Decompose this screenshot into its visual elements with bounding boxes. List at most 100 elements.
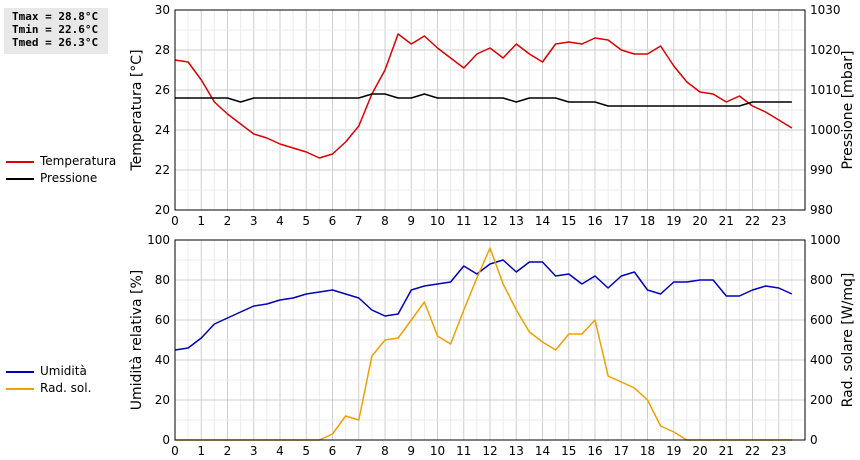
y-tick-label-left: 24 bbox=[155, 123, 170, 137]
x-tick-label: 12 bbox=[482, 214, 497, 228]
y-tick-label-right: 800 bbox=[810, 273, 833, 287]
legend-label-temperatura: Temperatura bbox=[40, 154, 117, 168]
x-tick-label: 2 bbox=[224, 214, 232, 228]
legend-swatch-umidita bbox=[6, 371, 34, 373]
x-tick-label: 19 bbox=[666, 214, 681, 228]
x-tick-label: 4 bbox=[276, 214, 284, 228]
legend-item-umidita: Umidità bbox=[6, 363, 91, 380]
x-tick-label: 4 bbox=[276, 444, 284, 458]
y-tick-label-right: 1000 bbox=[810, 233, 841, 247]
y-tick-label-right: 0 bbox=[810, 433, 818, 447]
x-tick-label: 23 bbox=[771, 214, 786, 228]
chart-panel-1: 0 1 2 3 4 5 6 7 8 9 10 11 12 13 14 15 16 17 18 19 20 21 22 2320… bbox=[129, 3, 856, 228]
y-axis-label-left: Umidità relativa [%] bbox=[129, 270, 145, 411]
x-tick-label: 15 bbox=[561, 214, 576, 228]
x-tick-label: 5 bbox=[302, 214, 310, 228]
x-tick-label: 11 bbox=[456, 214, 471, 228]
tmin-label: Tmin = 22.6°C bbox=[12, 23, 99, 36]
y-axis-label-left: Temperatura [°C] bbox=[129, 49, 145, 171]
y-tick-label-left: 20 bbox=[155, 393, 170, 407]
y-tick-label-right: 980 bbox=[810, 203, 833, 217]
x-tick-label: 2 bbox=[224, 444, 232, 458]
x-tick-label: 1 bbox=[197, 444, 205, 458]
x-tick-label: 5 bbox=[302, 444, 310, 458]
x-tick-label: 19 bbox=[666, 444, 681, 458]
x-tick-label: 8 bbox=[381, 214, 389, 228]
x-tick-label: 10 bbox=[430, 444, 445, 458]
legend-swatch-temperatura bbox=[6, 161, 34, 163]
x-tick-label: 10 bbox=[430, 214, 445, 228]
x-tick-label: 6 bbox=[329, 214, 337, 228]
x-tick-label: 0 bbox=[171, 214, 179, 228]
y-tick-label-left: 0 bbox=[162, 433, 170, 447]
x-tick-label: 7 bbox=[355, 214, 363, 228]
x-tick-label: 8 bbox=[381, 444, 389, 458]
series-line-2-2 bbox=[175, 247, 792, 441]
series-line-1-1 bbox=[174, 33, 793, 159]
x-tick-label: 11 bbox=[456, 444, 471, 458]
legend-swatch-radsol bbox=[6, 388, 34, 390]
x-tick-label: 20 bbox=[692, 214, 707, 228]
y-tick-label-left: 26 bbox=[155, 83, 170, 97]
x-tick-label: 1 bbox=[197, 214, 205, 228]
x-tick-label: 16 bbox=[587, 444, 602, 458]
legend-label-radsol: Rad. sol. bbox=[40, 381, 92, 395]
y-tick-label-left: 60 bbox=[155, 313, 170, 327]
y-tick-label-left: 28 bbox=[155, 43, 170, 57]
x-tick-label: 3 bbox=[250, 214, 258, 228]
y-axis-label-right: Pressione [mbar] bbox=[840, 50, 856, 169]
plot-frame bbox=[174, 9, 806, 211]
x-tick-label: 14 bbox=[535, 214, 550, 228]
x-tick-label: 15 bbox=[561, 444, 576, 458]
series-line-2-1 bbox=[174, 259, 793, 351]
x-tick-label: 21 bbox=[719, 214, 734, 228]
y-tick-label-right: 200 bbox=[810, 393, 833, 407]
x-tick-label: 21 bbox=[719, 444, 734, 458]
x-tick-label: 12 bbox=[482, 444, 497, 458]
x-tick-label: 20 bbox=[692, 444, 707, 458]
tmax-label: Tmax = 28.8°C bbox=[12, 10, 99, 23]
x-tick-label: 9 bbox=[407, 214, 415, 228]
x-tick-label: 17 bbox=[614, 214, 629, 228]
y-tick-label-right: 1020 bbox=[810, 43, 841, 57]
x-tick-label: 7 bbox=[355, 444, 363, 458]
stats-box: Tmax = 28.8°C Tmin = 22.6°C Tmed = 26.3°… bbox=[4, 8, 108, 54]
legend-item-radsol: Rad. sol. bbox=[6, 380, 91, 397]
x-tick-label: 14 bbox=[535, 444, 550, 458]
legend-label-umidita: Umidità bbox=[40, 364, 87, 378]
x-tick-label: 22 bbox=[745, 444, 760, 458]
x-tick-label: 18 bbox=[640, 214, 655, 228]
y-axis-label-right: Rad. solare [W/mq] bbox=[840, 273, 856, 408]
y-tick-label-left: 20 bbox=[155, 203, 170, 217]
x-tick-label: 0 bbox=[171, 444, 179, 458]
y-tick-label-right: 1030 bbox=[810, 3, 841, 17]
y-tick-label-left: 100 bbox=[147, 233, 170, 247]
legend-label-pressione: Pressione bbox=[40, 171, 98, 185]
chart-panel-2: 0 1 2 3 4 5 6 7 8 9 10 11 12 13 14 15 16 17 18 19 20 21 22 2302… bbox=[129, 233, 856, 458]
legend-item-temperatura: Temperatura bbox=[6, 153, 116, 170]
x-tick-label: 3 bbox=[250, 444, 258, 458]
tmed-label: Tmed = 26.3°C bbox=[12, 36, 99, 49]
x-tick-label: 9 bbox=[407, 444, 415, 458]
x-tick-label: 6 bbox=[329, 444, 337, 458]
legend-swatch-pressione bbox=[6, 178, 34, 180]
plot-frame bbox=[174, 239, 806, 441]
x-tick-label: 16 bbox=[587, 214, 602, 228]
x-tick-label: 17 bbox=[614, 444, 629, 458]
series-line-1-2 bbox=[175, 93, 792, 107]
legend-bottom: Umidità Rad. sol. bbox=[6, 363, 91, 397]
x-tick-label: 23 bbox=[771, 444, 786, 458]
y-tick-label-left: 80 bbox=[155, 273, 170, 287]
legend-top: Temperatura Pressione bbox=[6, 153, 116, 187]
x-tick-label: 13 bbox=[509, 444, 524, 458]
y-tick-label-right: 400 bbox=[810, 353, 833, 367]
y-tick-label-left: 22 bbox=[155, 163, 170, 177]
y-tick-label-right: 1010 bbox=[810, 83, 841, 97]
x-tick-label: 13 bbox=[509, 214, 524, 228]
legend-item-pressione: Pressione bbox=[6, 170, 116, 187]
y-tick-label-right: 990 bbox=[810, 163, 833, 177]
x-tick-label: 18 bbox=[640, 444, 655, 458]
y-tick-label-right: 600 bbox=[810, 313, 833, 327]
x-tick-label: 22 bbox=[745, 214, 760, 228]
